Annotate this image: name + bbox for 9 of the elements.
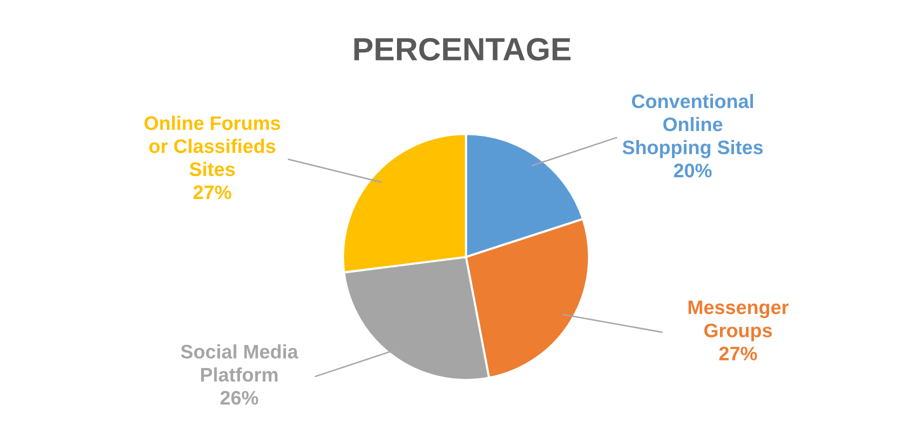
data-label: 26% [220,390,258,405]
data-label: 20% [674,164,712,178]
data-label: 27% [194,185,232,200]
chart-title: PERCENTAGE [354,38,571,61]
data-label: 27% [719,346,758,360]
slice-label: Online Forums or Classifieds Sites [144,116,280,176]
slice-label: Conventional Online Shopping Sites [622,94,763,158]
slice-label: Social Media Platform [180,344,298,382]
slice-label: Messenger Groups [688,300,789,342]
